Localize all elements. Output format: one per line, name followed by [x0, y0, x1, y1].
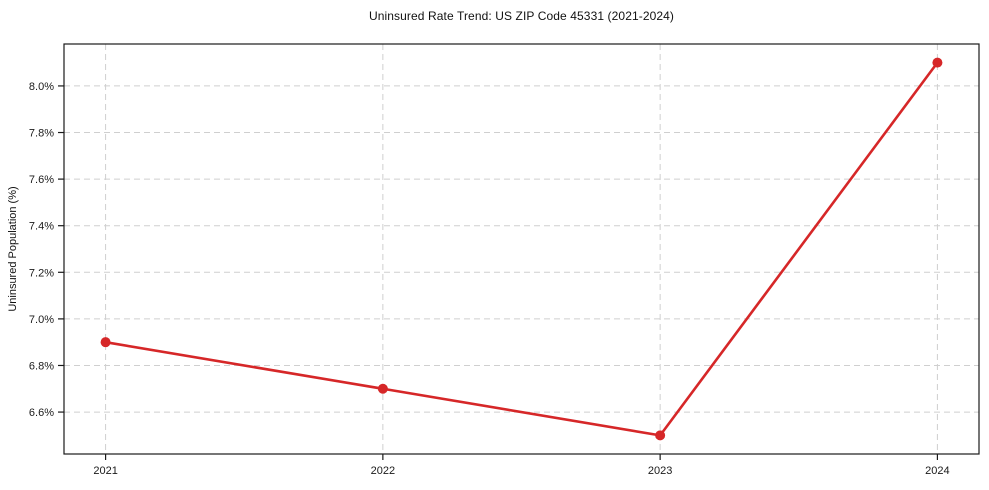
data-point-marker — [655, 430, 666, 441]
x-tick-label: 2022 — [371, 465, 395, 477]
y-tick-label: 7.4% — [29, 221, 54, 233]
data-point-marker — [100, 337, 111, 348]
y-tick-label: 8.0% — [29, 81, 54, 93]
y-tick-label: 6.6% — [29, 407, 54, 419]
data-point-marker — [932, 57, 943, 68]
y-tick-label: 7.6% — [29, 174, 54, 186]
y-tick-label: 7.8% — [29, 128, 54, 140]
trend-line — [104, 61, 939, 437]
chart-title: Uninsured Rate Trend: US ZIP Code 45331 … — [368, 9, 675, 23]
data-point-marker — [377, 383, 388, 394]
plot-border — [63, 43, 980, 455]
y-tick-label: 6.8% — [29, 360, 54, 372]
y-tick-label: 7.0% — [29, 314, 54, 326]
y-tick-label: 7.2% — [29, 267, 54, 279]
x-tick-label: 2023 — [648, 465, 672, 477]
x-tick-label: 2024 — [925, 465, 949, 477]
x-tick-label: 2021 — [93, 465, 117, 477]
